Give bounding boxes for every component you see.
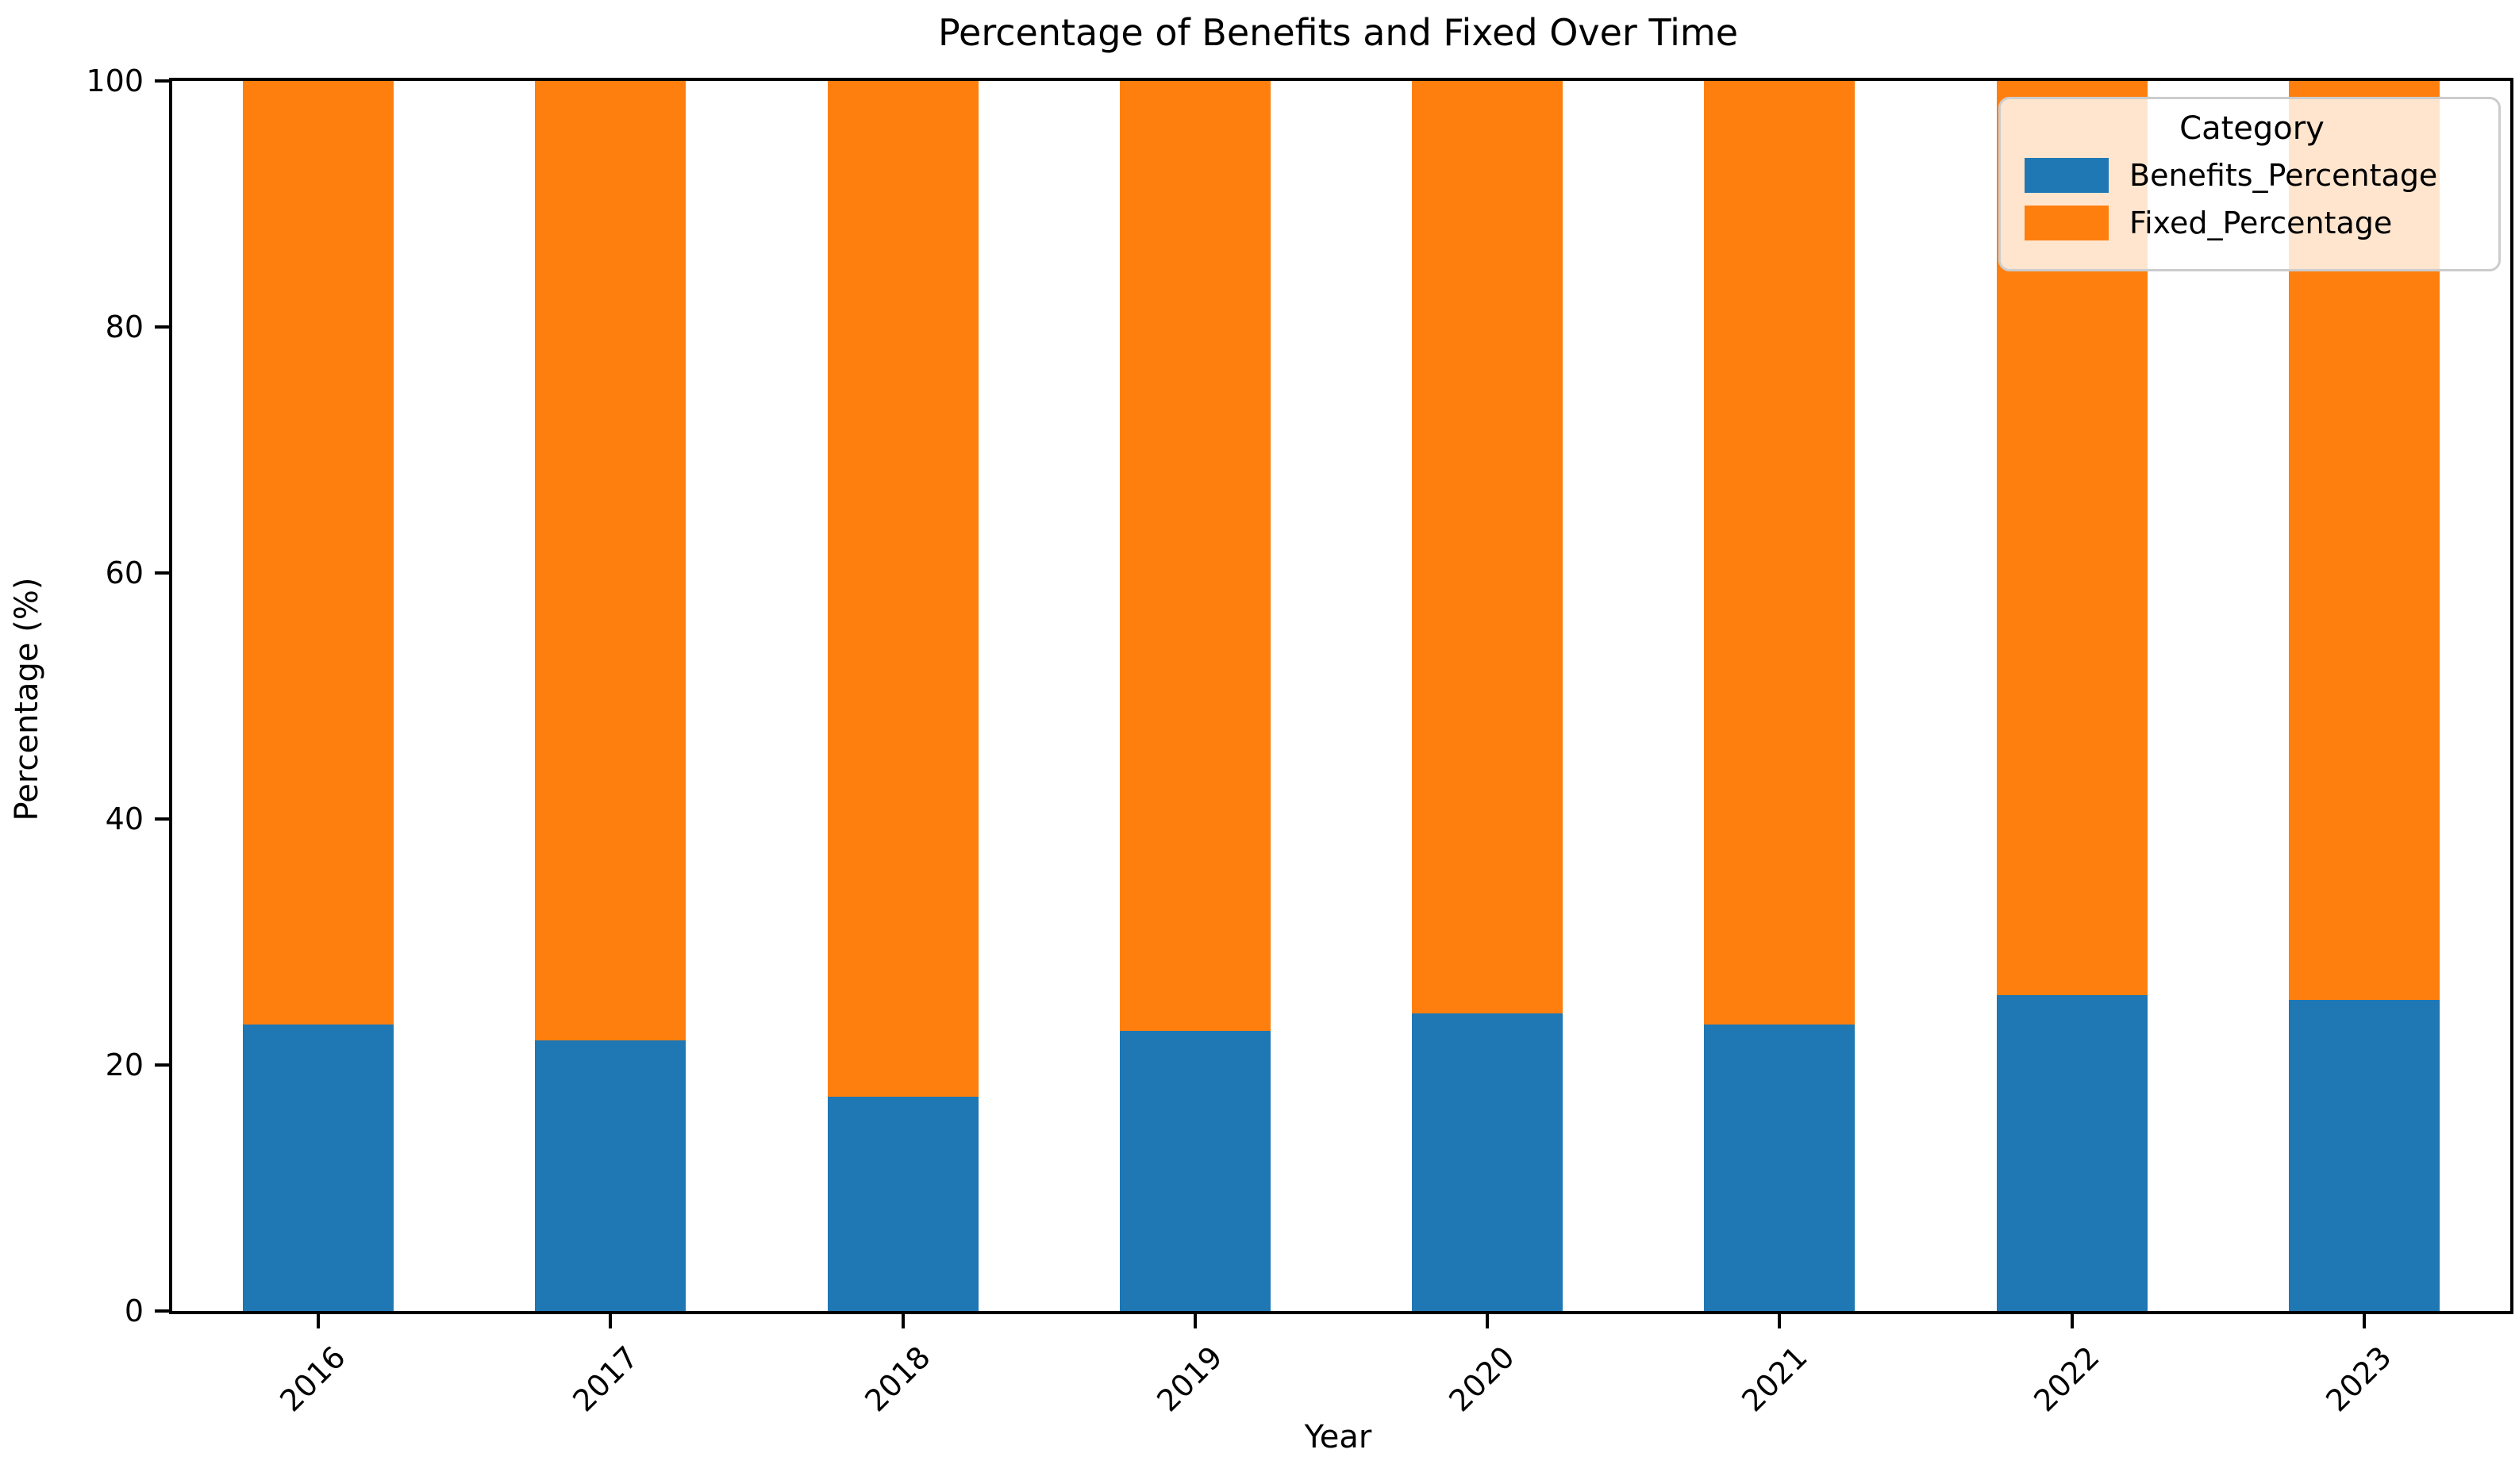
y-tick-label-40: 40 [105, 802, 144, 836]
x-tick-mark-2020 [1486, 1314, 1490, 1328]
bar-segment-fixed-2021 [1704, 81, 1856, 1025]
y-tick-label-100: 100 [86, 63, 144, 98]
legend-label: Fixed_Percentage [2129, 206, 2393, 240]
bar-2021 [1704, 81, 1856, 1311]
x-tick-label-2022: 2022 [2027, 1339, 2106, 1419]
y-tick-mark-20 [155, 1063, 169, 1067]
bar-segment-benefits-2020 [1412, 1013, 1563, 1311]
x-tick-mark-2021 [1778, 1314, 1782, 1328]
y-tick-label-0: 0 [124, 1294, 144, 1328]
x-tick-mark-2023 [2362, 1314, 2366, 1328]
bar-segment-fixed-2018 [827, 81, 979, 1098]
x-tick-mark-2018 [901, 1314, 905, 1328]
legend-rows: Benefits_Percentage Fixed_Percentage [2025, 158, 2479, 240]
chart-title: Percentage of Benefits and Fixed Over Ti… [937, 11, 1739, 54]
y-tick-label-20: 20 [105, 1048, 144, 1082]
x-tick-label-2020: 2020 [1442, 1339, 1522, 1419]
x-tick-mark-2019 [1193, 1314, 1197, 1328]
legend-label: Benefits_Percentage [2129, 158, 2438, 193]
x-tick-mark-2016 [317, 1314, 321, 1328]
bar-2020 [1412, 81, 1563, 1311]
x-tick-mark-2022 [2070, 1314, 2074, 1328]
x-tick-label-2021: 2021 [1734, 1339, 1814, 1419]
plot-area [169, 78, 2513, 1314]
x-tick-mark-2017 [609, 1314, 613, 1328]
bar-segment-fixed-2019 [1119, 81, 1271, 1031]
x-tick-label-2016: 2016 [273, 1339, 353, 1419]
y-tick-mark-80 [155, 325, 169, 329]
legend-swatch-icon [2025, 206, 2109, 240]
x-axis-label: Year [1304, 1419, 1372, 1455]
bar-segment-benefits-2017 [535, 1040, 686, 1311]
y-tick-label-80: 80 [105, 309, 144, 344]
bar-segment-benefits-2022 [1996, 994, 2148, 1311]
x-tick-label-2019: 2019 [1150, 1339, 1229, 1419]
bar-segment-benefits-2018 [827, 1097, 979, 1311]
x-tick-label-2018: 2018 [858, 1339, 937, 1419]
y-tick-mark-100 [155, 79, 169, 83]
y-tick-mark-60 [155, 571, 169, 575]
bar-segment-benefits-2019 [1119, 1030, 1271, 1311]
x-tick-label-2017: 2017 [565, 1339, 645, 1419]
bar-segment-fixed-2020 [1412, 81, 1563, 1013]
bar-segment-benefits-2016 [243, 1024, 394, 1311]
bar-2016 [243, 81, 394, 1311]
y-tick-mark-40 [155, 817, 169, 821]
bar-2019 [1119, 81, 1271, 1311]
bar-segment-fixed-2017 [535, 81, 686, 1040]
x-tick-label-2023: 2023 [2319, 1339, 2398, 1419]
bar-segment-fixed-2016 [243, 81, 394, 1025]
legend-row-fixed_percentage: Fixed_Percentage [2025, 206, 2479, 240]
legend-row-benefits_percentage: Benefits_Percentage [2025, 158, 2479, 193]
bar-segment-benefits-2021 [1704, 1024, 1856, 1311]
legend: Category Benefits_Percentage Fixed_Percen… [1998, 97, 2501, 271]
y-tick-mark-0 [155, 1309, 169, 1313]
bar-segment-benefits-2023 [2288, 999, 2440, 1311]
bar-2017 [535, 81, 686, 1311]
legend-swatch-icon [2025, 158, 2109, 193]
y-axis-label: Percentage (%) [9, 577, 45, 821]
legend-title: Category [2179, 110, 2325, 147]
bar-2018 [827, 81, 979, 1311]
bar-2022 [1996, 81, 2148, 1311]
y-tick-label-60: 60 [105, 556, 144, 590]
